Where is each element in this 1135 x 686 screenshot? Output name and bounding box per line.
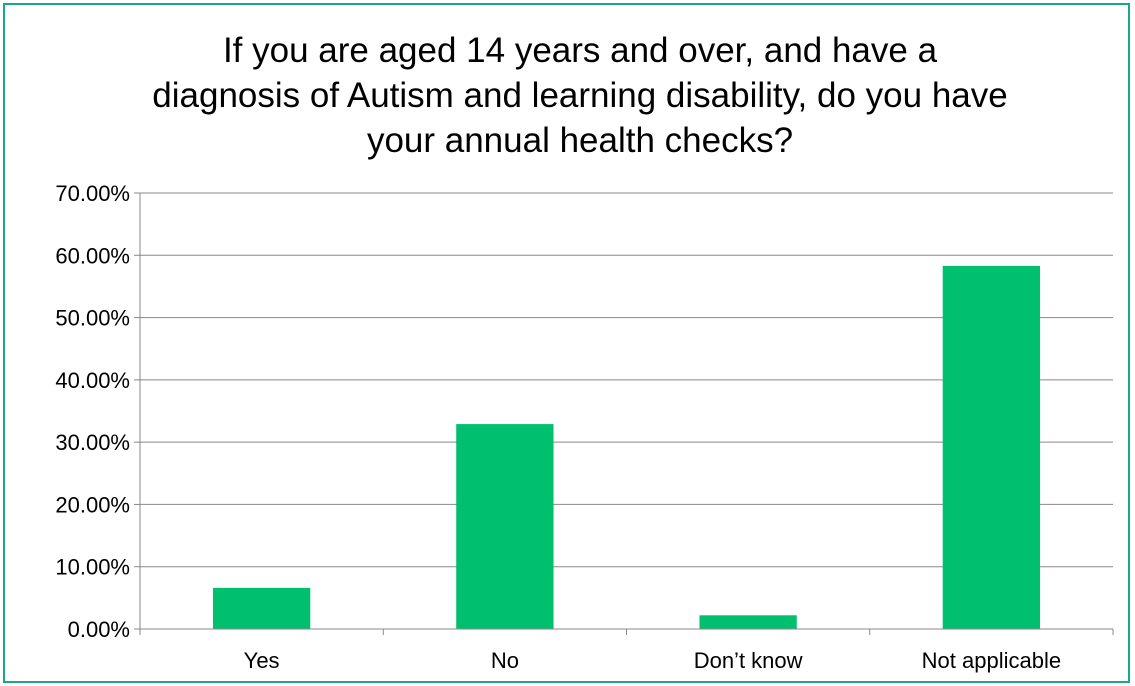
y-tick-label: 60.00% bbox=[55, 243, 130, 268]
bar bbox=[456, 424, 554, 629]
x-tick-label: Yes bbox=[244, 648, 280, 673]
y-tick-label: 50.00% bbox=[55, 306, 130, 331]
y-tick-label: 40.00% bbox=[55, 368, 130, 393]
x-tick-label: Don’t know bbox=[694, 648, 803, 673]
x-tick-label: No bbox=[491, 648, 519, 673]
chart-frame bbox=[3, 3, 1130, 683]
x-axis bbox=[139, 193, 1114, 635]
x-tick-label: Not applicable bbox=[922, 648, 1061, 673]
y-tick-label: 20.00% bbox=[55, 492, 130, 517]
bar bbox=[942, 265, 1041, 629]
y-tick-label: 10.00% bbox=[55, 555, 130, 580]
bar bbox=[699, 615, 797, 629]
y-tick-label: 30.00% bbox=[55, 430, 130, 455]
y-tick-label: 0.00% bbox=[68, 617, 130, 642]
bars bbox=[212, 265, 1041, 629]
chart-title: If you are aged 14 years and over, and h… bbox=[152, 31, 1008, 160]
x-axis-tick-labels: Yes No Don’t know Not applicable bbox=[244, 648, 1061, 673]
y-tick-label: 70.00% bbox=[55, 181, 130, 206]
y-axis-tick-labels: 0.00% 10.00% 20.00% 30.00% 40.00% 50.00% 60.00… bbox=[55, 181, 130, 642]
bar bbox=[212, 587, 311, 629]
